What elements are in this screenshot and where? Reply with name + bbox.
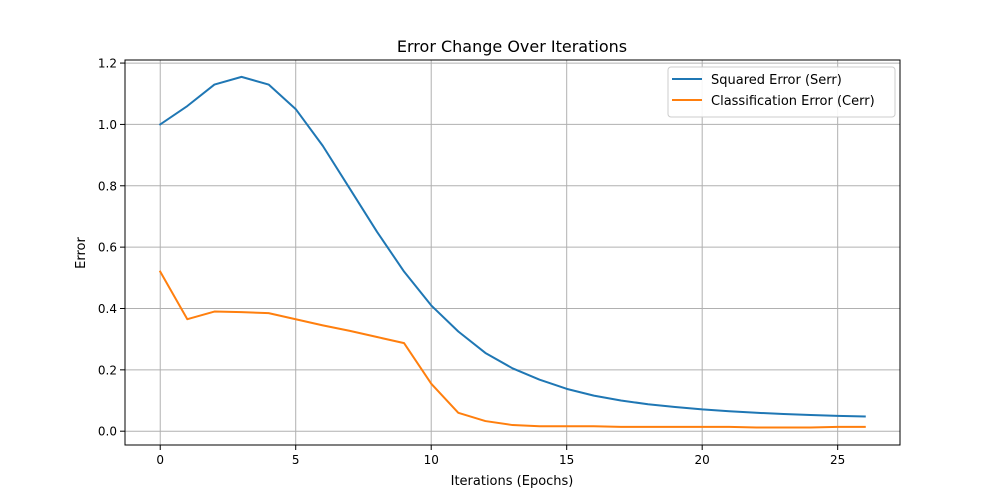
x-tick-label: 0 [156, 453, 164, 467]
series-line-cerr [158, 270, 866, 429]
y-tick-label: 1.0 [98, 118, 117, 132]
data-point-cerr [782, 427, 784, 429]
x-tick-label: 25 [830, 453, 845, 467]
data-point-cerr [837, 426, 839, 428]
data-point-cerr [484, 420, 486, 422]
data-point-cerr [755, 427, 757, 429]
y-axis-label: Error [74, 237, 89, 269]
data-point-cerr [674, 426, 676, 428]
data-point-serr [457, 330, 459, 332]
data-point-serr [349, 188, 351, 190]
data-point-cerr [701, 426, 703, 428]
data-point-cerr [186, 318, 188, 320]
data-point-cerr [647, 426, 649, 428]
data-point-serr [376, 231, 378, 233]
data-point-cerr [810, 427, 812, 429]
data-point-cerr [864, 426, 866, 428]
y-tick-label: 0.2 [98, 363, 117, 377]
data-point-serr [213, 84, 215, 86]
data-point-serr [484, 352, 486, 354]
data-point-cerr [430, 383, 432, 385]
data-point-cerr [539, 425, 541, 427]
x-tick-label: 10 [424, 453, 439, 467]
x-axis-ticks: 0 5 10 15 20 25 [156, 445, 845, 467]
x-axis-label: Iterations (Epochs) [451, 474, 574, 489]
y-tick-label: 0.4 [98, 302, 117, 316]
data-point-serr [566, 388, 568, 390]
data-point-serr [593, 395, 595, 397]
y-axis-ticks: 0.0 0.2 0.4 0.6 0.8 1.0 1.2 [98, 57, 125, 439]
data-point-cerr [349, 330, 351, 332]
data-point-serr [674, 406, 676, 408]
data-point-serr [810, 414, 812, 416]
data-point-cerr [457, 412, 459, 414]
data-point-cerr [566, 425, 568, 427]
data-point-cerr [268, 312, 270, 314]
data-point-serr [159, 123, 161, 125]
data-point-serr [268, 84, 270, 86]
y-tick-label: 0.6 [98, 241, 117, 255]
data-point-serr [539, 379, 541, 381]
data-point-serr [701, 408, 703, 410]
data-point-cerr [159, 271, 161, 273]
data-point-cerr [593, 425, 595, 427]
data-point-serr [512, 367, 514, 369]
data-point-serr [186, 105, 188, 107]
data-point-serr [241, 76, 243, 78]
y-tick-label: 1.2 [98, 57, 117, 71]
data-point-serr [647, 403, 649, 405]
y-tick-label: 0.0 [98, 425, 117, 439]
legend-label-cerr: Classification Error (Cerr) [711, 94, 875, 109]
data-point-cerr [213, 311, 215, 313]
data-point-serr [782, 413, 784, 415]
series-line-serr [158, 75, 866, 418]
data-point-serr [430, 304, 432, 306]
y-tick-label: 0.8 [98, 179, 117, 193]
chart-title: Error Change Over Iterations [397, 37, 627, 56]
plot-frame [124, 59, 901, 446]
legend-label-serr: Squared Error (Serr) [711, 73, 842, 88]
legend: Squared Error (Serr) Classification Erro… [667, 66, 896, 118]
data-point-cerr [403, 342, 405, 344]
x-tick-label: 15 [559, 453, 574, 467]
data-point-cerr [512, 424, 514, 426]
data-point-serr [864, 415, 866, 417]
x-tick-label: 20 [695, 453, 710, 467]
data-point-cerr [322, 324, 324, 326]
data-point-serr [755, 412, 757, 414]
data-point-cerr [620, 426, 622, 428]
data-point-serr [295, 108, 297, 110]
x-tick-label: 5 [292, 453, 300, 467]
data-point-serr [403, 271, 405, 273]
data-point-cerr [728, 426, 730, 428]
data-point-serr [728, 410, 730, 412]
data-point-serr [837, 415, 839, 417]
data-point-serr [620, 400, 622, 402]
data-point-cerr [295, 318, 297, 320]
data-point-serr [322, 145, 324, 147]
grid-lines [125, 60, 900, 445]
data-point-cerr [376, 336, 378, 338]
series-layer [158, 75, 866, 429]
data-point-cerr [241, 311, 243, 313]
legend-box [667, 66, 896, 118]
